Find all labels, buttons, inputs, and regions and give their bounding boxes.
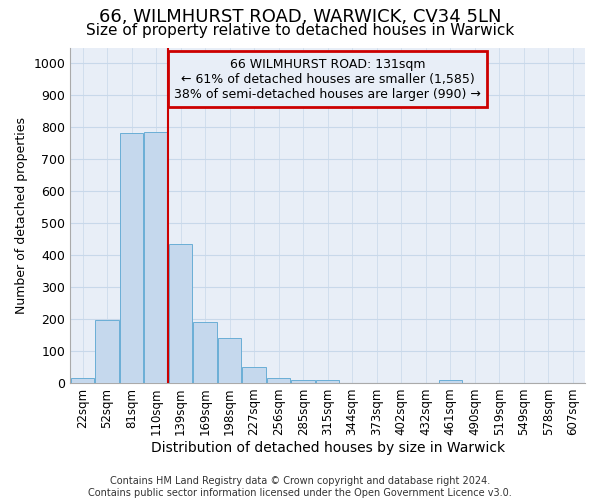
Bar [169, 244, 192, 383]
Bar [439, 380, 462, 383]
Bar [316, 380, 339, 383]
Text: Contains HM Land Registry data © Crown copyright and database right 2024.
Contai: Contains HM Land Registry data © Crown c… [88, 476, 512, 498]
Text: Size of property relative to detached houses in Warwick: Size of property relative to detached ho… [86, 22, 514, 38]
Bar [71, 378, 94, 383]
Y-axis label: Number of detached properties: Number of detached properties [15, 116, 28, 314]
Text: 66 WILMHURST ROAD: 131sqm
← 61% of detached houses are smaller (1,585)
38% of se: 66 WILMHURST ROAD: 131sqm ← 61% of detac… [174, 58, 481, 100]
Bar [95, 320, 119, 383]
X-axis label: Distribution of detached houses by size in Warwick: Distribution of detached houses by size … [151, 441, 505, 455]
Bar [193, 322, 217, 383]
Bar [145, 132, 168, 383]
Bar [292, 380, 315, 383]
Bar [267, 378, 290, 383]
Text: 66, WILMHURST ROAD, WARWICK, CV34 5LN: 66, WILMHURST ROAD, WARWICK, CV34 5LN [99, 8, 501, 26]
Bar [120, 133, 143, 383]
Bar [218, 338, 241, 383]
Bar [242, 367, 266, 383]
